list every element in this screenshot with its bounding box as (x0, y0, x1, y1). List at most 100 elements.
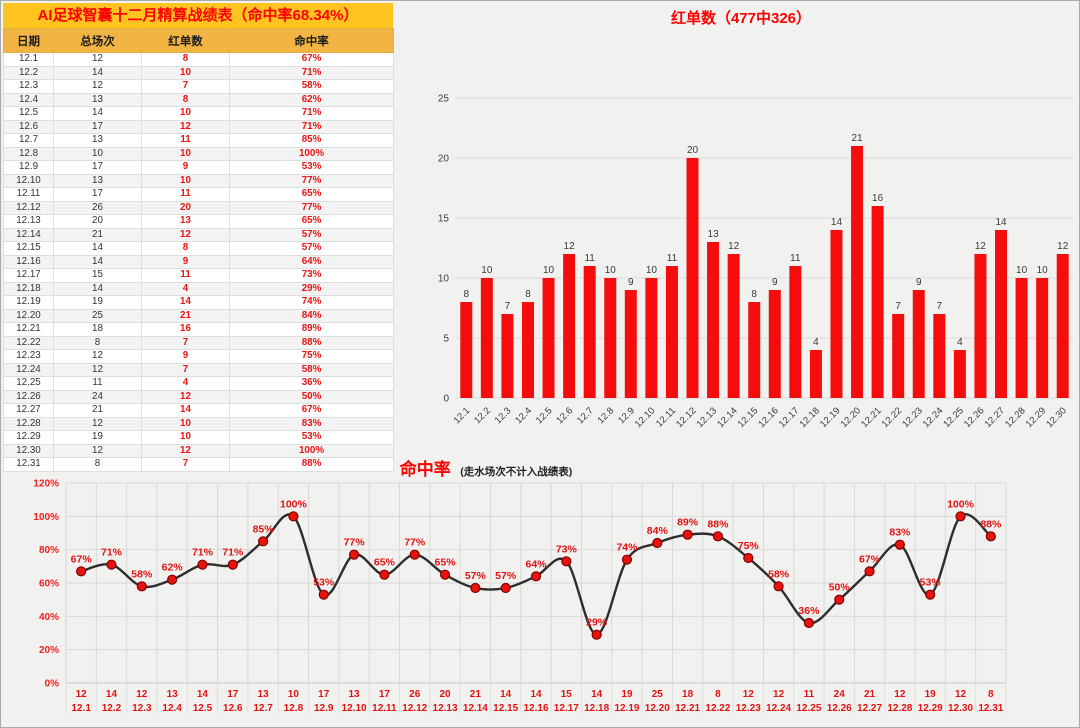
data-point (894, 539, 905, 550)
column-header-1: 总场次 (53, 28, 142, 53)
total-matches-cell: 21 (53, 227, 142, 242)
table-header-row: 日期 总场次 红单数 命中率 (3, 28, 394, 53)
date-cell: 12.20 (3, 308, 54, 323)
point-value-label: 100% (947, 498, 975, 510)
hit-rate-cell: 83% (229, 416, 394, 431)
total-matches-cell: 19 (53, 295, 142, 310)
bar (748, 302, 761, 398)
point-value-label: 88% (707, 518, 729, 530)
bar-value-label: 8 (525, 289, 531, 300)
matches-count-label: 12 (136, 689, 148, 700)
red-count-cell: 9 (141, 254, 230, 269)
total-matches-cell: 14 (53, 281, 142, 296)
data-point (652, 537, 663, 549)
point-value-label: 64% (525, 558, 547, 570)
bar (768, 290, 781, 398)
bar (480, 278, 493, 398)
date-cell: 12.19 (3, 295, 54, 310)
point-value-label: 89% (677, 517, 699, 529)
matches-count-label: 13 (349, 689, 361, 700)
bar (1036, 278, 1049, 398)
table-row: 12.5 14 10 71% (3, 106, 394, 121)
x-axis-label: 12.13 (695, 405, 720, 430)
date-cell: 12.22 (3, 335, 54, 350)
bar-value-label: 10 (1016, 265, 1028, 276)
date-label: 12.11 (372, 703, 397, 714)
data-point (621, 554, 633, 565)
date-cell: 12.31 (3, 457, 54, 472)
x-axis-label: 12.1 (452, 405, 473, 426)
matches-count-label: 14 (106, 689, 118, 700)
column-header-3: 命中率 (229, 28, 394, 53)
y-axis-tick: 0% (45, 679, 60, 690)
data-point (288, 511, 299, 522)
x-axis-label: 12.6 (554, 405, 575, 426)
table-row: 12.20 25 21 84% (3, 308, 394, 323)
bar-value-label: 11 (584, 253, 595, 264)
date-label: 12.13 (433, 703, 458, 714)
total-matches-cell: 12 (53, 79, 142, 94)
total-matches-cell: 25 (53, 308, 142, 323)
hit-rate-cell: 62% (229, 92, 394, 107)
matches-count-label: 14 (197, 689, 209, 700)
bar-value-label: 7 (937, 301, 943, 312)
date-cell: 12.7 (3, 133, 54, 148)
bar (789, 266, 802, 398)
table-row: 12.29 19 10 53% (3, 430, 394, 445)
table-row: 12.18 14 4 29% (3, 281, 394, 296)
data-point (106, 559, 117, 570)
x-axis-label: 12.14 (715, 405, 740, 430)
x-axis-label: 12.15 (736, 405, 761, 430)
red-count-cell: 10 (141, 416, 230, 431)
date-cell: 12.14 (3, 227, 54, 242)
date-label: 12.17 (554, 703, 579, 714)
red-count-cell: 12 (141, 389, 230, 404)
red-count-cell: 7 (141, 79, 230, 94)
date-cell: 12.15 (3, 241, 54, 256)
total-matches-cell: 14 (53, 106, 142, 121)
hit-rate-cell: 58% (229, 79, 394, 94)
bar (686, 158, 699, 398)
red-count-cell: 9 (141, 349, 230, 364)
date-cell: 12.2 (3, 65, 54, 80)
bar-value-label: 11 (667, 253, 678, 264)
total-matches-cell: 13 (53, 92, 142, 107)
bar-value-label: 12 (1057, 241, 1069, 252)
red-count-cell: 9 (141, 160, 230, 175)
date-label: 12.1 (71, 703, 91, 714)
bar-value-label: 10 (1037, 265, 1049, 276)
matches-count-label: 12 (955, 689, 967, 700)
matches-count-label: 21 (470, 689, 482, 700)
data-point (712, 531, 724, 542)
data-point (439, 569, 451, 580)
total-matches-cell: 19 (53, 430, 142, 445)
date-cell: 12.4 (3, 92, 54, 107)
matches-count-label: 14 (591, 689, 603, 700)
date-label: 12.23 (736, 703, 761, 714)
table-row: 12.31 8 7 88% (3, 457, 394, 472)
date-cell: 12.10 (3, 173, 54, 188)
bar (542, 278, 555, 398)
date-label: 12.30 (948, 703, 973, 714)
bar (995, 230, 1008, 398)
total-matches-cell: 14 (53, 254, 142, 269)
point-value-label: 85% (253, 523, 275, 535)
total-matches-cell: 13 (53, 133, 142, 148)
bar-value-label: 4 (813, 337, 819, 348)
bar (892, 314, 905, 398)
red-count-cell: 12 (141, 443, 230, 458)
data-point (348, 549, 360, 560)
hit-rate-cell: 84% (229, 308, 394, 323)
bar-chart-title: 红单数（477中326） (670, 10, 812, 27)
date-label: 12.12 (402, 703, 427, 714)
matches-count-label: 21 (864, 689, 876, 700)
data-point (257, 536, 269, 547)
bar-value-label: 10 (481, 265, 493, 276)
date-label: 12.10 (342, 703, 367, 714)
bar-value-label: 14 (995, 217, 1007, 228)
date-cell: 12.23 (3, 349, 54, 364)
bar-value-label: 12 (564, 241, 576, 252)
hit-rate-cell: 75% (229, 349, 394, 364)
x-axis-label: 12.21 (859, 405, 884, 430)
point-value-label: 83% (889, 527, 911, 539)
